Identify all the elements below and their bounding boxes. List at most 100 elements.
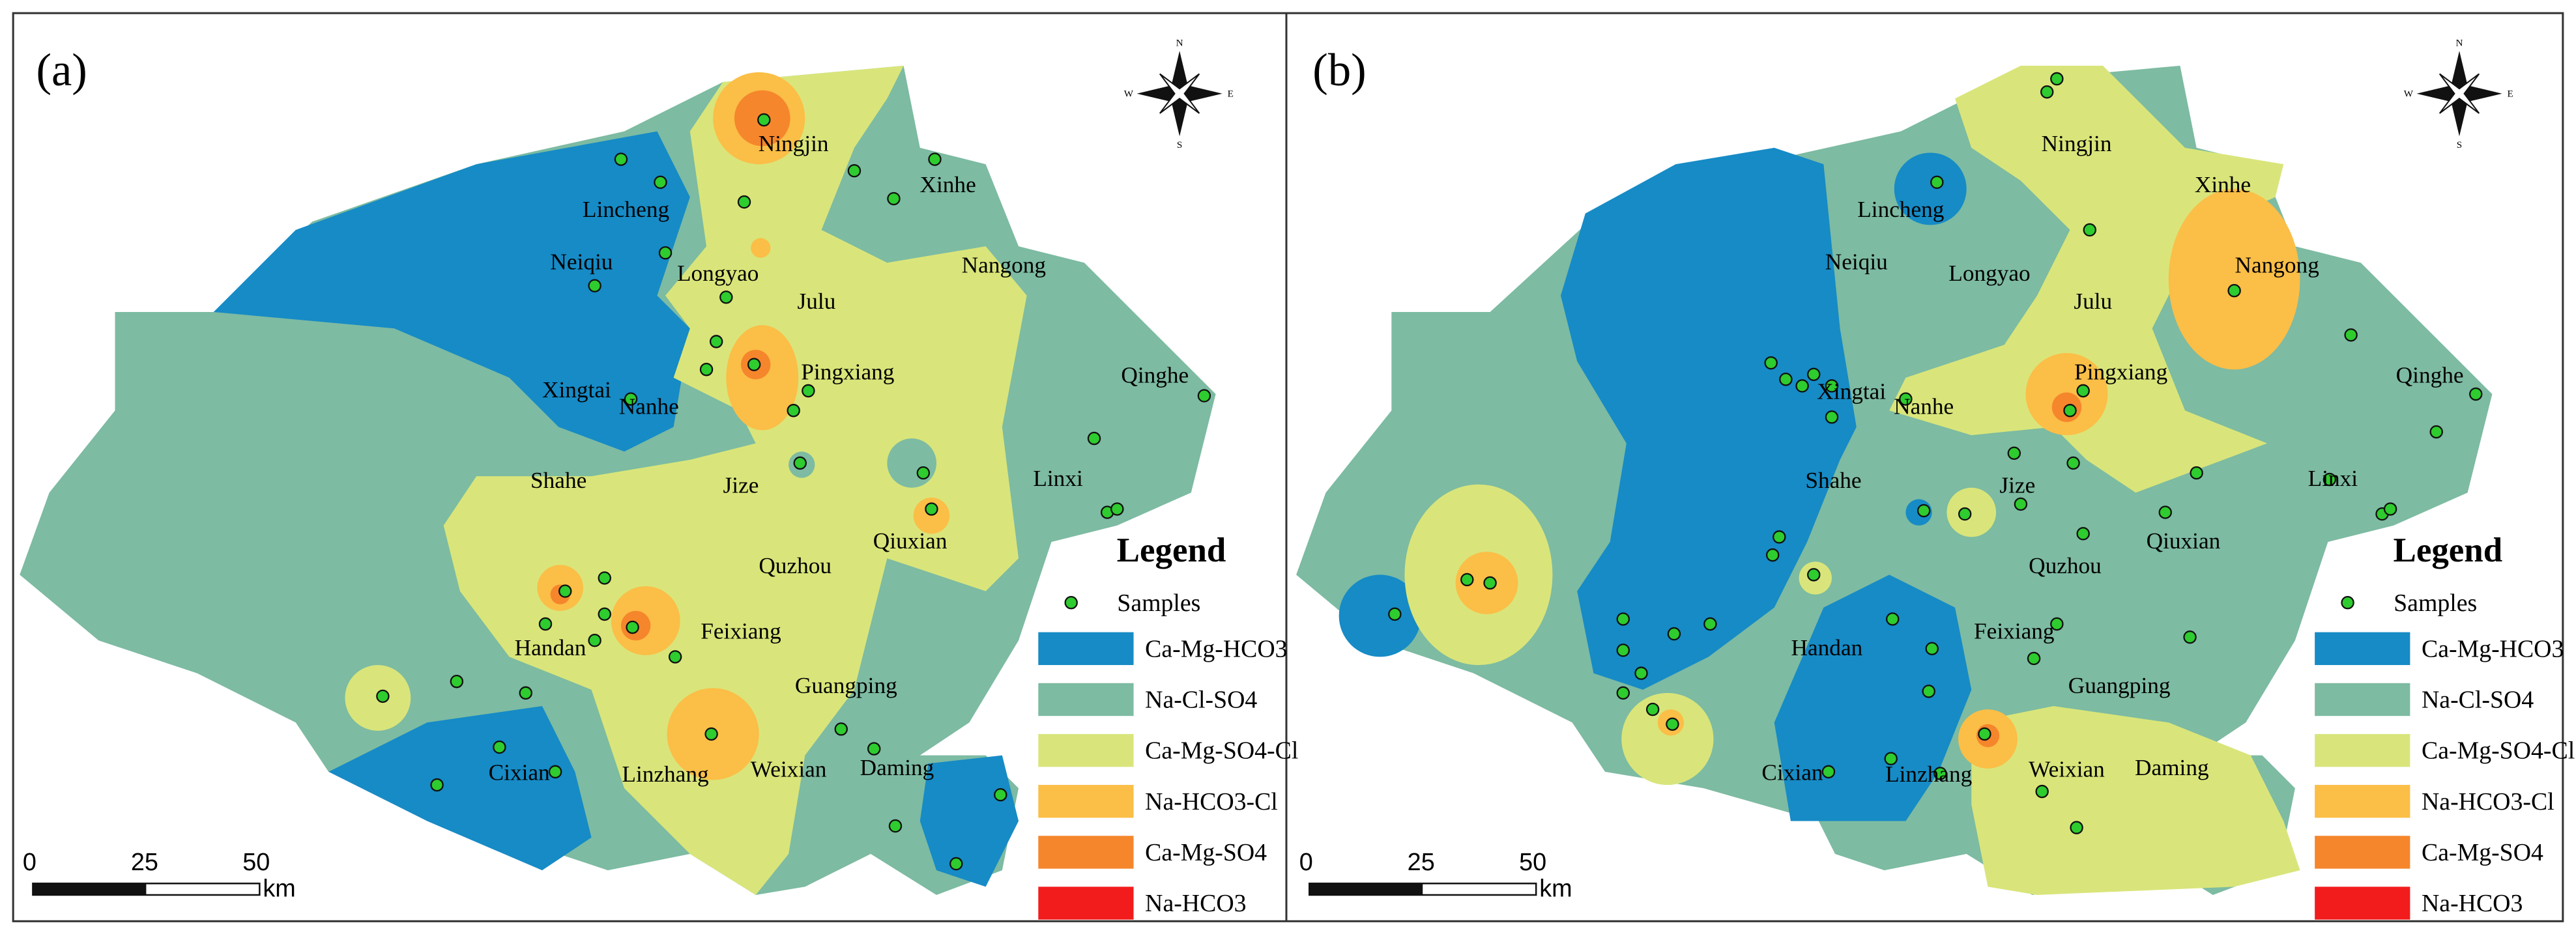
- scale-label: 25: [1408, 849, 1435, 876]
- sample-point: [1922, 685, 1935, 698]
- sample-point: [624, 392, 638, 406]
- sample-point: [1899, 392, 1913, 406]
- zone-ca-mg-hco3: [1560, 147, 1857, 690]
- legend-label: Na-Cl-SO4: [1145, 687, 1257, 714]
- compass-label: E: [1228, 89, 1234, 100]
- place-label: Linzhang: [1885, 761, 1972, 787]
- place-label: Nangong: [962, 252, 1046, 277]
- place-label: Xingtai: [1817, 379, 1886, 404]
- scale-label: 50: [1519, 849, 1546, 876]
- compass: N E S W: [2404, 38, 2513, 150]
- legend-title: Legend: [1117, 532, 1226, 569]
- place-label: Qinghe: [1121, 362, 1189, 388]
- legend-swatch: [2315, 886, 2410, 920]
- sample-point: [2066, 456, 2080, 470]
- sample-point: [1933, 767, 1947, 780]
- place-label: Xinhe: [2195, 172, 2251, 197]
- sample-point: [2007, 446, 2021, 461]
- sample-point: [1666, 717, 1679, 731]
- legend-label: Ca-Mg-HCO3: [1145, 635, 1287, 662]
- compass-star: [2439, 73, 2480, 114]
- place-label: Qiuxian: [2147, 528, 2221, 554]
- place-label: Handan: [1791, 635, 1863, 660]
- place-label: Ningjin: [759, 131, 829, 156]
- sample-point: [2469, 387, 2483, 401]
- sample-point: [925, 502, 938, 516]
- sample-point: [928, 152, 942, 166]
- sample-point: [1825, 379, 1839, 393]
- legend-label: Na-HCO3: [1145, 890, 1246, 917]
- sample-point: [2158, 505, 2172, 519]
- sample-point: [588, 634, 601, 647]
- sample-point: [737, 195, 751, 209]
- legend-label: Samples: [2394, 589, 2477, 617]
- legend-swatch: [1038, 632, 1134, 666]
- sample-point: [2323, 472, 2337, 487]
- zone-na-cl-so4: [887, 438, 936, 488]
- panel-label: (b): [1312, 45, 1366, 96]
- sample-point: [376, 689, 390, 703]
- compass-label: W: [2404, 89, 2414, 100]
- sample-point: [430, 778, 444, 792]
- zone-ca-mg-so4-cl: [1889, 65, 2284, 493]
- legend-swatch: [2315, 733, 2410, 767]
- sample-point: [704, 727, 718, 741]
- sample-point: [1917, 503, 1931, 518]
- zone-ca-mg-hco3: [1774, 574, 1972, 821]
- sample-point: [847, 163, 861, 178]
- sample-point: [598, 607, 611, 621]
- legend-label: Ca-Mg-HCO3: [2422, 635, 2564, 662]
- sample-point: [793, 456, 807, 470]
- zone-ca-mg-hco3: [213, 131, 690, 452]
- sample-point: [614, 152, 628, 166]
- sample-point: [2183, 630, 2197, 644]
- sample-point: [654, 175, 667, 190]
- sample-point: [538, 617, 553, 631]
- sample-point: [626, 620, 639, 634]
- place-label: Qiuxian: [873, 528, 948, 554]
- sample-point: [2076, 384, 2090, 398]
- zone-ca-mg-so4-cl: [1971, 706, 2300, 895]
- sample-point: [668, 650, 682, 664]
- sample-point: [888, 819, 903, 833]
- place-label: Quzhou: [759, 553, 832, 578]
- sample-point: [1821, 765, 1836, 779]
- place-label: Feixiang: [701, 619, 781, 644]
- place-label: Linxi: [2308, 466, 2358, 491]
- place-label: Shahe: [1805, 468, 1861, 493]
- scale-label: 0: [1299, 849, 1313, 876]
- zone-ca-mg-hco3: [1339, 574, 1421, 657]
- sample-point: [1616, 686, 1630, 700]
- sample-point: [699, 363, 714, 376]
- panel-label: (a): [36, 45, 87, 96]
- place-label: Julu: [798, 289, 836, 314]
- sample-point: [887, 191, 901, 206]
- sample-point: [1764, 356, 1778, 370]
- place-label: Linzhang: [622, 761, 708, 787]
- legend-swatch: [2315, 683, 2410, 716]
- sample-point: [2083, 223, 2096, 237]
- place-label: Qinghe: [2396, 362, 2464, 388]
- scale-label: 50: [242, 849, 270, 876]
- sample-point: [558, 584, 572, 598]
- sample-point: [1925, 642, 1939, 656]
- sample-point: [949, 857, 963, 871]
- sample-point: [2063, 404, 2077, 418]
- sample-point: [493, 740, 506, 754]
- zone-ca-mg-so4-cl: [443, 65, 1027, 895]
- legend-sample: [1064, 596, 1078, 610]
- place-label: Nanhe: [619, 393, 679, 419]
- sample-point: [2227, 284, 2241, 298]
- compass-star: [1159, 73, 1200, 114]
- sample-point: [2050, 72, 2064, 86]
- sample-point: [2076, 527, 2090, 541]
- legend-label: Ca-Mg-SO4-Cl: [2422, 737, 2575, 765]
- legend-label: Na-HCO3-Cl: [2422, 788, 2554, 815]
- sample-point: [519, 686, 532, 700]
- legend-label: Ca-Mg-SO4: [1145, 839, 1267, 866]
- place-label: Daming: [2135, 755, 2209, 780]
- place-label: Jize: [1999, 472, 2035, 498]
- sample-point: [1667, 627, 1681, 641]
- place-label: Nanhe: [1894, 393, 1954, 419]
